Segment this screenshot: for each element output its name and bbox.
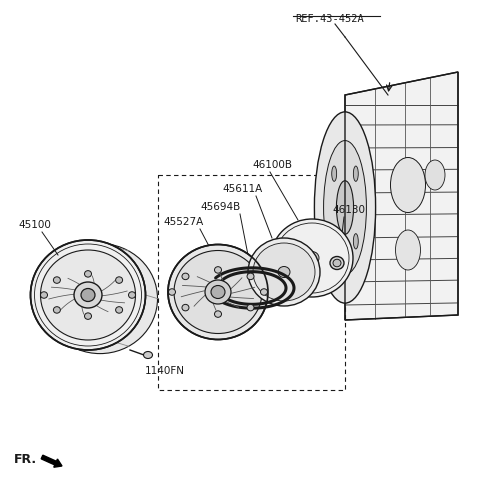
Ellipse shape: [84, 313, 92, 319]
Ellipse shape: [205, 280, 231, 304]
Text: 1140FN: 1140FN: [145, 366, 185, 376]
Ellipse shape: [182, 273, 189, 280]
Ellipse shape: [31, 240, 145, 350]
Ellipse shape: [74, 282, 102, 308]
Ellipse shape: [84, 270, 92, 277]
Ellipse shape: [211, 286, 225, 298]
Ellipse shape: [215, 311, 221, 318]
Ellipse shape: [391, 157, 425, 213]
Text: 46130: 46130: [332, 205, 365, 215]
Ellipse shape: [332, 166, 336, 181]
Text: REF.43-452A: REF.43-452A: [295, 14, 364, 24]
Ellipse shape: [116, 277, 122, 283]
Ellipse shape: [353, 166, 358, 181]
Ellipse shape: [168, 289, 176, 295]
Ellipse shape: [43, 244, 157, 354]
Ellipse shape: [53, 277, 60, 283]
Ellipse shape: [81, 289, 95, 301]
Ellipse shape: [215, 267, 221, 273]
Text: 45694B: 45694B: [200, 202, 240, 212]
Ellipse shape: [174, 250, 262, 334]
Ellipse shape: [253, 243, 315, 301]
Ellipse shape: [396, 230, 420, 270]
Ellipse shape: [248, 238, 320, 306]
Ellipse shape: [271, 219, 353, 297]
Ellipse shape: [278, 267, 290, 277]
Text: 45527A: 45527A: [163, 217, 203, 227]
Ellipse shape: [40, 250, 135, 340]
Ellipse shape: [261, 289, 267, 295]
Ellipse shape: [144, 351, 153, 359]
Ellipse shape: [324, 141, 366, 274]
Polygon shape: [345, 72, 458, 320]
Ellipse shape: [247, 304, 254, 311]
Ellipse shape: [353, 234, 358, 249]
FancyArrow shape: [41, 455, 62, 467]
Ellipse shape: [53, 307, 60, 313]
Ellipse shape: [336, 181, 354, 234]
Text: 46100B: 46100B: [252, 160, 292, 170]
Ellipse shape: [116, 307, 122, 313]
Ellipse shape: [129, 292, 135, 298]
Ellipse shape: [305, 251, 319, 265]
Ellipse shape: [330, 256, 344, 270]
Text: 45611A: 45611A: [222, 184, 262, 194]
Ellipse shape: [168, 245, 268, 340]
Ellipse shape: [40, 292, 48, 298]
Text: 45100: 45100: [18, 220, 51, 230]
Ellipse shape: [182, 304, 189, 311]
Text: FR.: FR.: [14, 453, 37, 466]
Ellipse shape: [247, 273, 254, 280]
Ellipse shape: [332, 234, 336, 249]
Ellipse shape: [314, 112, 376, 303]
Ellipse shape: [333, 259, 341, 267]
Ellipse shape: [425, 160, 445, 190]
